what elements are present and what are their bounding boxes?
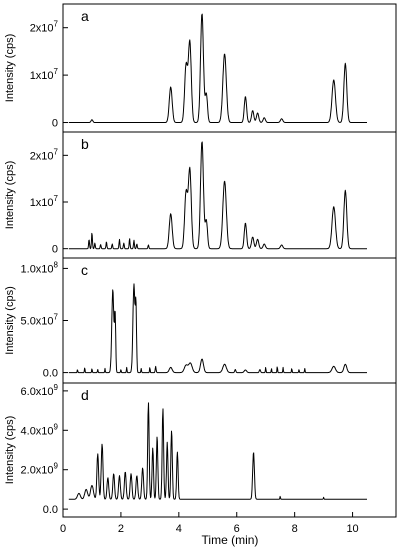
- series-line-b: [68, 141, 368, 250]
- panel-letter: a: [81, 8, 89, 24]
- x-tick-label: 4: [176, 523, 182, 535]
- panel-d-frame: [62, 382, 397, 518]
- panel-b: 0 1x107 2x107 Intensity (cps) b: [4, 131, 397, 259]
- panel-letter: b: [81, 136, 89, 152]
- series-line-a: [68, 13, 368, 123]
- panel-letter: c: [81, 262, 88, 278]
- y-tick-label: 5.0x107: [21, 313, 59, 328]
- x-tick-label: 2: [118, 523, 124, 535]
- y-tick-label: 4.0x109: [21, 422, 59, 437]
- y-tick-label: 2.0x109: [21, 462, 59, 477]
- x-tick-label: 0: [60, 523, 66, 535]
- y-axis-label: Intensity (cps): [4, 416, 16, 484]
- y-tick-label: 1.0x108: [21, 260, 59, 275]
- y-tick-label: 2x107: [30, 147, 59, 162]
- x-tick-label: 10: [346, 523, 358, 535]
- y-tick-label: 1x107: [30, 67, 59, 82]
- y-tick-label: 1x107: [30, 194, 59, 209]
- y-axis-label: Intensity (cps): [4, 34, 16, 102]
- panel-a: 0 1x107 2x107 Intensity (cps) a: [4, 3, 397, 133]
- x-tick-label: 6: [234, 523, 240, 535]
- y-axis-label: Intensity (cps): [4, 161, 16, 229]
- y-tick-label: 0.0: [43, 368, 58, 380]
- y-tick-label: 0.0: [43, 504, 58, 516]
- series-line-d: [68, 402, 368, 500]
- y-tick-label: 6.0x109: [21, 383, 59, 398]
- y-axis-label: Intensity (cps): [4, 286, 16, 354]
- panel-c: 0.0 5.0x107 1.0x108 Intensity (cps) c: [4, 257, 397, 384]
- y-tick-label: 0: [52, 244, 58, 256]
- x-axis-label: Time (min): [202, 533, 259, 547]
- panel-d: 0.0 2.0x109 4.0x109 6.0x109 Intensity (cps) d: [4, 382, 397, 518]
- series-line-c: [68, 283, 368, 374]
- panel-letter: d: [81, 387, 89, 403]
- x-tick-label: 8: [292, 523, 298, 535]
- y-tick-label: 0: [52, 118, 58, 130]
- y-tick-label: 2x107: [30, 20, 59, 35]
